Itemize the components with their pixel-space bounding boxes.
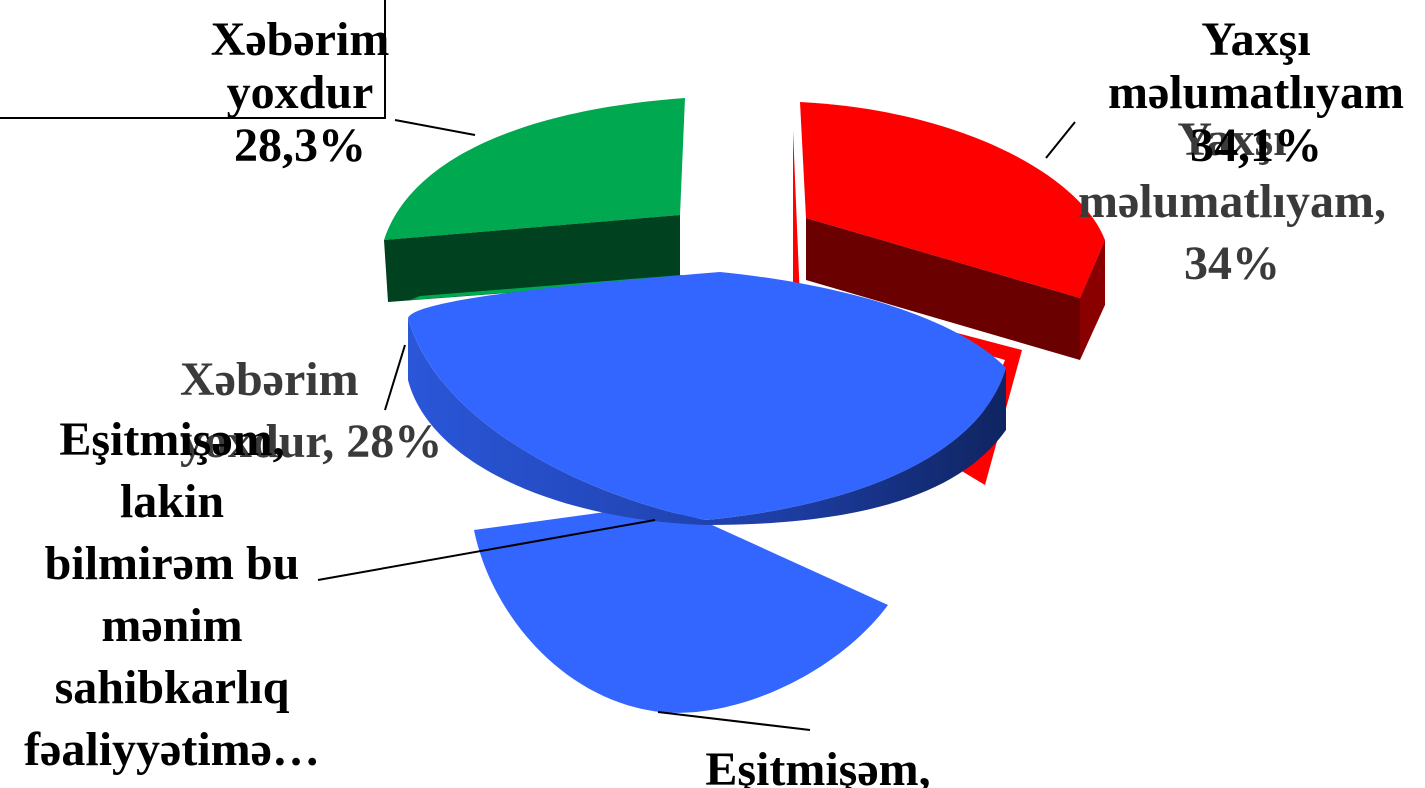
leader-line-0 <box>394 119 476 136</box>
slice-red-side <box>806 218 1080 360</box>
label-blue-line-5: fəaliyyətimə… <box>24 723 320 776</box>
overlay-label-red-line-1: məlumatlıyam, <box>1078 175 1386 228</box>
label-red-line-2: 34,1% <box>1190 119 1322 172</box>
label-blue-line-4: sahibkarlıq <box>55 661 290 714</box>
slice-red-rim <box>1080 240 1105 360</box>
leader-line-1 <box>1045 121 1076 159</box>
slice-green-top <box>384 98 685 240</box>
data-labels: Yaxşıməlumatlıyam34,1%Xəbərimyoxdur28,3%… <box>24 13 1404 788</box>
overlay-label-green-line-0: Xəbərim <box>180 353 359 406</box>
leader-line-3 <box>317 519 656 581</box>
leader-line-4 <box>657 711 811 731</box>
slice-red-top <box>800 102 1105 298</box>
slice-blue-top <box>408 272 1006 520</box>
leader-line-2 <box>384 344 406 411</box>
label-green-line-1: yoxdur <box>227 66 374 119</box>
label-green-line-0: Xəbərim <box>211 13 390 66</box>
label-blue-bottom-line-0: Eşitmişəm, <box>705 743 930 788</box>
overlay-label-red-line-0: Yaxşı <box>1177 113 1286 166</box>
label-blue-line-0: Eşitmişəm, <box>59 413 284 466</box>
label-red-line-1: məlumatlıyam <box>1108 66 1404 119</box>
overlay-label-red-line-2: 34% <box>1184 237 1280 290</box>
leader-lines <box>0 0 1076 731</box>
label-red-line-0: Yaxşı <box>1201 13 1310 66</box>
label-frame <box>0 0 386 119</box>
slice-blue-side <box>408 318 1006 525</box>
label-green-line-2: 28,3% <box>234 119 366 172</box>
label-blue-line-1: lakin <box>120 475 224 528</box>
slice-green-side <box>384 215 680 302</box>
overlay-label-green-line-1: yoxdur, 28% <box>180 415 442 468</box>
slice-blue-lower <box>474 510 888 713</box>
label-blue-line-2: bilmirəm bu <box>45 537 300 590</box>
label-blue-line-3: mənim <box>101 599 242 652</box>
pie-slices <box>384 98 1105 713</box>
overlay-labels: Yaxşı məlumatlıyam, 34% Xəbərim yoxdur, 28% <box>180 113 1386 468</box>
